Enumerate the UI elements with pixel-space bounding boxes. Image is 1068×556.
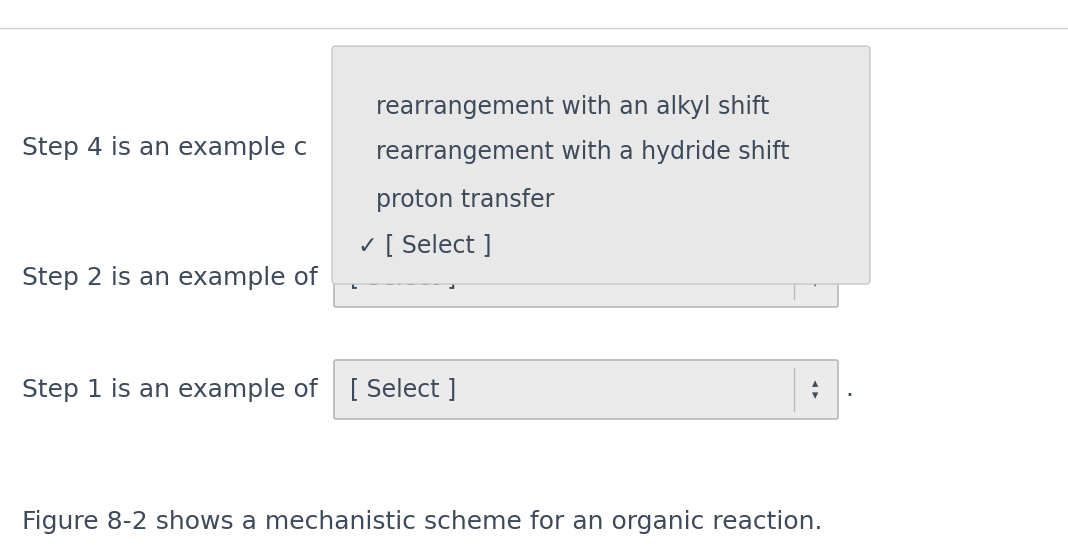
Text: Step 1 is an example of: Step 1 is an example of (22, 378, 317, 402)
Text: ▾: ▾ (812, 389, 818, 402)
Text: rearrangement with a hydride shift: rearrangement with a hydride shift (376, 140, 789, 164)
FancyBboxPatch shape (334, 360, 838, 419)
Text: ✓ [ Select ]: ✓ [ Select ] (358, 233, 491, 257)
Text: ▴: ▴ (812, 265, 818, 278)
Text: Figure 8-2 shows a mechanistic scheme for an organic reaction.: Figure 8-2 shows a mechanistic scheme fo… (22, 510, 822, 534)
Text: ▴: ▴ (812, 377, 818, 390)
Text: Step 4 is an example c: Step 4 is an example c (22, 136, 308, 160)
FancyBboxPatch shape (334, 248, 838, 307)
Text: ▾: ▾ (812, 277, 818, 290)
FancyBboxPatch shape (332, 46, 870, 284)
Text: rearrangement with an alkyl shift: rearrangement with an alkyl shift (376, 95, 769, 119)
Text: .: . (845, 378, 853, 401)
Text: proton transfer: proton transfer (376, 188, 554, 212)
Text: [ Select ]: [ Select ] (350, 266, 456, 290)
Text: [ Select ]: [ Select ] (350, 378, 456, 401)
Text: Step 2 is an example of: Step 2 is an example of (22, 266, 318, 290)
Text: .: . (845, 266, 853, 290)
